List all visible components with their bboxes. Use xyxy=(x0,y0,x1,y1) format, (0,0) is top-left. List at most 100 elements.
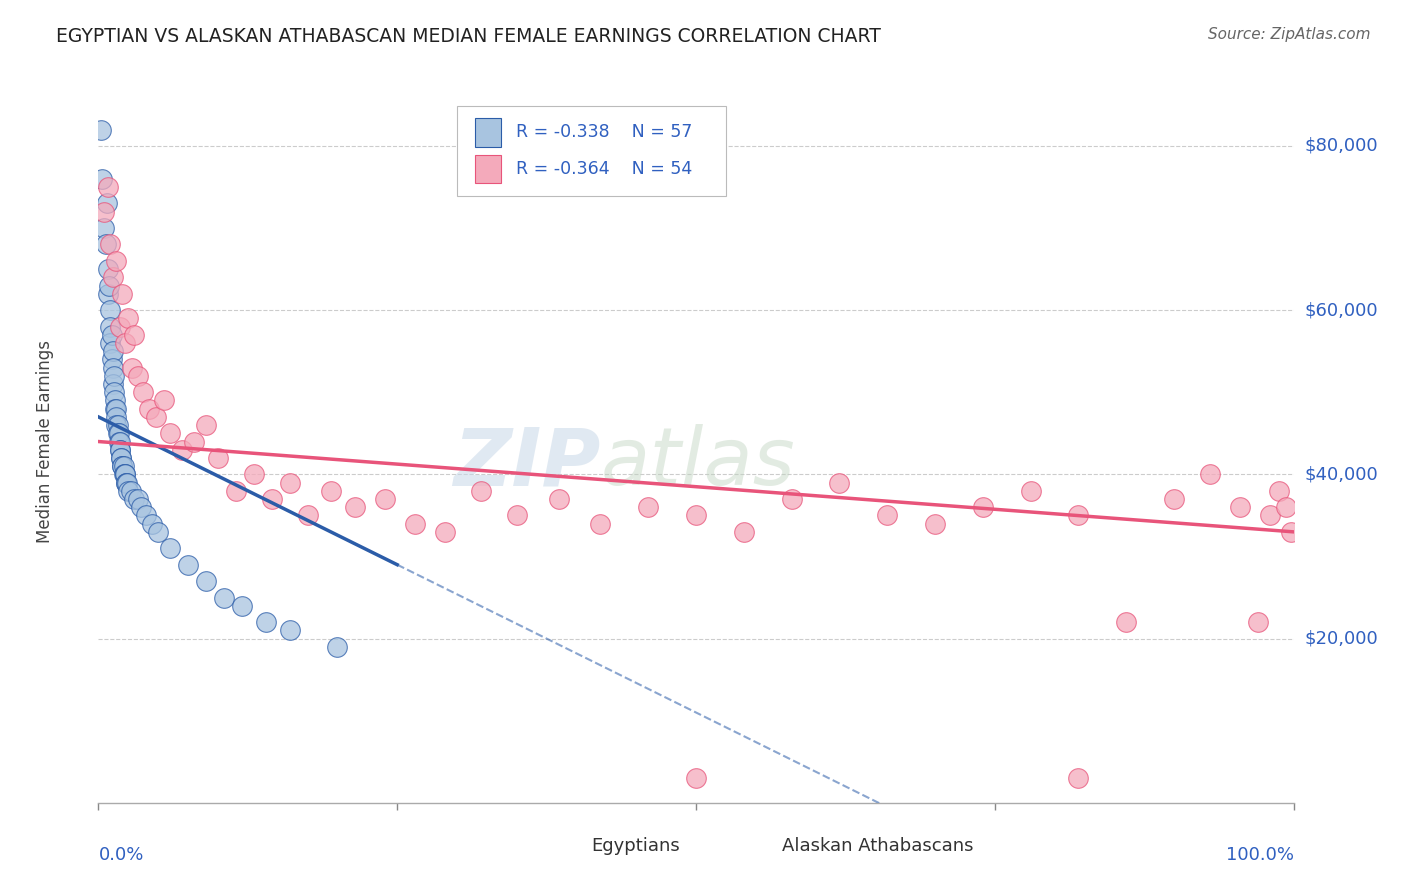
Point xyxy=(110,450,132,465)
Text: R = -0.364    N = 54: R = -0.364 N = 54 xyxy=(516,160,692,178)
Point xyxy=(924,516,946,531)
Point xyxy=(97,262,120,277)
Point xyxy=(108,319,131,334)
Point xyxy=(101,270,124,285)
Point xyxy=(131,500,153,515)
FancyBboxPatch shape xyxy=(475,154,501,184)
Point xyxy=(107,426,129,441)
Point xyxy=(153,393,176,408)
Point xyxy=(111,286,134,301)
Point xyxy=(1229,500,1251,515)
Point xyxy=(105,401,128,416)
Point xyxy=(141,516,163,531)
Point xyxy=(91,171,114,186)
Point xyxy=(278,624,301,638)
Point xyxy=(105,418,128,433)
Point xyxy=(114,467,136,482)
Point xyxy=(172,442,194,457)
Point xyxy=(98,303,122,318)
Point xyxy=(1199,467,1222,482)
Point xyxy=(108,442,131,457)
Point xyxy=(404,516,426,531)
Text: Alaskan Athabascans: Alaskan Athabascans xyxy=(782,838,973,855)
Point xyxy=(470,483,492,498)
Point xyxy=(98,278,121,293)
Point xyxy=(90,122,112,136)
Point xyxy=(1163,491,1185,506)
Point xyxy=(207,450,229,465)
Point xyxy=(733,524,755,539)
Point xyxy=(243,467,266,482)
FancyBboxPatch shape xyxy=(749,832,776,860)
Point xyxy=(278,475,301,490)
Point xyxy=(159,541,181,556)
Point xyxy=(685,508,707,523)
Point xyxy=(107,418,129,433)
Point xyxy=(297,508,319,523)
Point xyxy=(110,450,132,465)
Point xyxy=(177,558,200,572)
Point xyxy=(195,418,218,433)
Point xyxy=(127,368,149,383)
Point xyxy=(225,483,247,498)
Point xyxy=(108,442,131,457)
Point xyxy=(103,385,125,400)
Point xyxy=(115,475,138,490)
Point xyxy=(1019,483,1042,498)
FancyBboxPatch shape xyxy=(475,118,501,147)
Point xyxy=(96,196,118,211)
Text: Source: ZipAtlas.com: Source: ZipAtlas.com xyxy=(1208,27,1371,42)
Point xyxy=(374,491,396,506)
FancyBboxPatch shape xyxy=(457,105,725,196)
Text: Egyptians: Egyptians xyxy=(591,838,679,855)
Point xyxy=(195,574,218,588)
Point xyxy=(876,508,898,523)
Point xyxy=(112,467,135,482)
Point xyxy=(231,599,253,613)
Point xyxy=(260,491,283,506)
Point xyxy=(97,286,120,301)
Point xyxy=(111,459,134,474)
Point xyxy=(107,434,129,449)
Point xyxy=(117,311,139,326)
Point xyxy=(94,237,117,252)
Point xyxy=(1268,483,1291,498)
Point xyxy=(120,483,142,498)
Point xyxy=(1279,524,1302,539)
Point xyxy=(124,327,146,342)
Point xyxy=(254,615,277,630)
Point xyxy=(159,426,181,441)
Text: atlas: atlas xyxy=(600,425,796,502)
Point xyxy=(98,237,122,252)
Point xyxy=(131,385,153,400)
Point xyxy=(685,771,707,785)
Text: $40,000: $40,000 xyxy=(1305,466,1378,483)
Point xyxy=(107,426,129,441)
Point xyxy=(1258,508,1281,523)
Point xyxy=(1067,508,1090,523)
Point xyxy=(111,459,134,474)
Point xyxy=(93,204,115,219)
Text: 0.0%: 0.0% xyxy=(98,847,143,864)
Point xyxy=(138,401,160,416)
Point xyxy=(108,434,131,449)
Point xyxy=(105,253,128,268)
Point xyxy=(114,467,136,482)
Point xyxy=(212,591,235,605)
Point xyxy=(105,409,128,424)
Point xyxy=(104,393,127,408)
Point xyxy=(97,180,120,194)
Text: ZIP: ZIP xyxy=(453,425,600,502)
Point xyxy=(101,360,124,375)
Point xyxy=(100,327,122,342)
Point xyxy=(114,336,136,351)
Text: $60,000: $60,000 xyxy=(1305,301,1378,319)
Point xyxy=(1115,615,1137,630)
Point xyxy=(115,475,138,490)
Point xyxy=(148,524,170,539)
Point xyxy=(145,409,167,424)
Point xyxy=(434,524,457,539)
Point xyxy=(98,336,122,351)
Point xyxy=(104,401,127,416)
Point xyxy=(103,368,125,383)
